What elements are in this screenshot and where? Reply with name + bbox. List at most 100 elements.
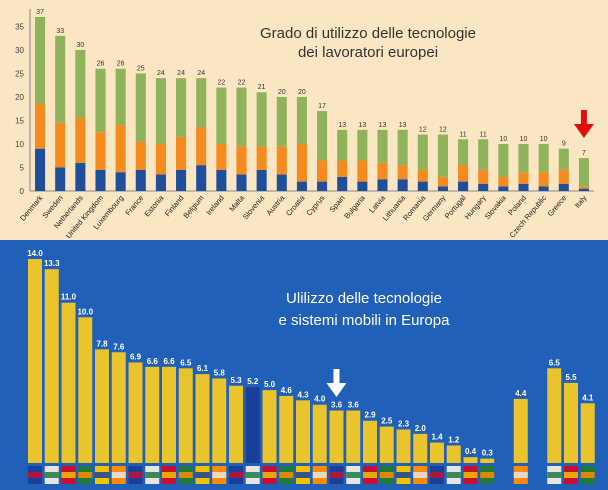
data-label: 22 — [217, 80, 225, 87]
bar-segment — [437, 134, 448, 177]
data-label: 20 — [298, 89, 306, 96]
bar-segment — [538, 143, 549, 173]
y-tick-label: 35 — [15, 22, 24, 31]
bar — [564, 382, 578, 463]
bar — [111, 352, 126, 463]
bar — [44, 269, 59, 463]
flag-icon-stripe — [564, 472, 578, 478]
bar-segment — [498, 143, 509, 177]
data-label: 1.2 — [448, 436, 460, 445]
flag-icon-stripe — [279, 472, 294, 478]
bar-segment — [155, 174, 166, 191]
flag-icon-stripe — [195, 472, 210, 478]
flag-icon-stripe — [580, 472, 595, 478]
bar-segment — [538, 172, 549, 187]
bar-segment — [135, 141, 146, 170]
data-label: 0.4 — [465, 447, 477, 456]
bar-segment — [478, 183, 489, 191]
bar-segment — [75, 162, 86, 191]
bar-segment — [437, 186, 448, 191]
data-label: 7.8 — [96, 339, 108, 348]
flag-icon-stripe — [212, 472, 227, 478]
bar — [463, 457, 478, 463]
bar-segment — [317, 181, 328, 191]
bar-segment — [357, 160, 368, 182]
y-tick-label: 5 — [20, 163, 25, 172]
bar — [513, 398, 528, 463]
bar-segment — [437, 176, 448, 187]
bar — [363, 420, 377, 463]
data-label: 6.5 — [549, 358, 561, 367]
flag-icon-stripe — [128, 472, 143, 478]
data-label: 6.1 — [197, 364, 209, 373]
flag-icon-stripe — [145, 472, 160, 478]
bar-segment — [176, 136, 187, 170]
bar-segment — [417, 169, 428, 182]
data-label: 2.9 — [364, 411, 376, 420]
data-label: 6.6 — [163, 357, 175, 366]
bar — [396, 429, 411, 463]
bar-segment — [135, 169, 146, 191]
y-tick-label: 25 — [15, 69, 24, 78]
data-label: 26 — [117, 61, 125, 68]
bar-segment — [236, 146, 247, 175]
bar-segment — [317, 111, 328, 161]
bar-segment — [35, 17, 46, 104]
data-label: 11 — [459, 131, 466, 138]
bar-segment — [518, 143, 529, 173]
data-label: 30 — [76, 42, 84, 49]
bar — [78, 317, 93, 463]
bar-segment — [176, 78, 187, 137]
y-tick-label: 10 — [15, 140, 24, 149]
data-label: 4.1 — [582, 393, 594, 402]
flag-icon-stripe — [61, 472, 76, 478]
data-label: 13 — [338, 122, 346, 129]
flag-icon-stripe — [78, 472, 93, 478]
bar-segment — [95, 169, 106, 191]
data-label: 13 — [358, 122, 366, 129]
bar — [212, 378, 227, 463]
bar-segment — [135, 73, 146, 142]
bar-segment — [296, 181, 307, 191]
bar-segment — [357, 181, 368, 191]
chart-title: dei lavoratori europei — [298, 44, 438, 61]
data-label: 4.6 — [281, 386, 293, 395]
flag-icon-stripe — [430, 472, 444, 478]
bar-segment — [377, 179, 388, 191]
data-label: 5.5 — [565, 373, 577, 382]
bar — [245, 387, 260, 463]
bar-segment — [216, 143, 227, 170]
flag-icon-stripe — [463, 472, 478, 478]
bar-segment — [276, 174, 287, 191]
y-tick-label: 15 — [15, 116, 24, 125]
bar — [145, 366, 160, 463]
bar — [95, 349, 109, 463]
bar-segment — [518, 172, 529, 184]
data-label: 5.0 — [264, 380, 276, 389]
data-label: 13.3 — [44, 259, 60, 268]
bar-segment — [256, 169, 267, 191]
bar — [229, 385, 243, 463]
bar — [279, 395, 294, 463]
bar-segment — [55, 122, 66, 168]
data-label: 6.9 — [130, 352, 142, 361]
bar — [580, 403, 595, 463]
bar — [329, 410, 344, 463]
bar-segment — [176, 169, 187, 191]
bar-segment — [236, 87, 247, 147]
flag-icon-stripe — [28, 472, 42, 478]
bar — [346, 410, 361, 463]
bar-segment — [296, 96, 307, 144]
data-label: 37 — [36, 9, 44, 16]
bar — [480, 458, 495, 463]
bar-segment — [397, 179, 408, 191]
data-label: 7.6 — [113, 342, 125, 351]
bar-segment — [417, 181, 428, 191]
chart-title: Ulilizzo delle tecnologie — [286, 290, 442, 307]
bar — [61, 302, 76, 463]
data-label: 26 — [97, 61, 105, 68]
data-label: 6.6 — [147, 357, 159, 366]
data-label: 4.4 — [515, 389, 527, 398]
bar-segment — [216, 87, 227, 144]
bar-segment — [75, 118, 86, 163]
